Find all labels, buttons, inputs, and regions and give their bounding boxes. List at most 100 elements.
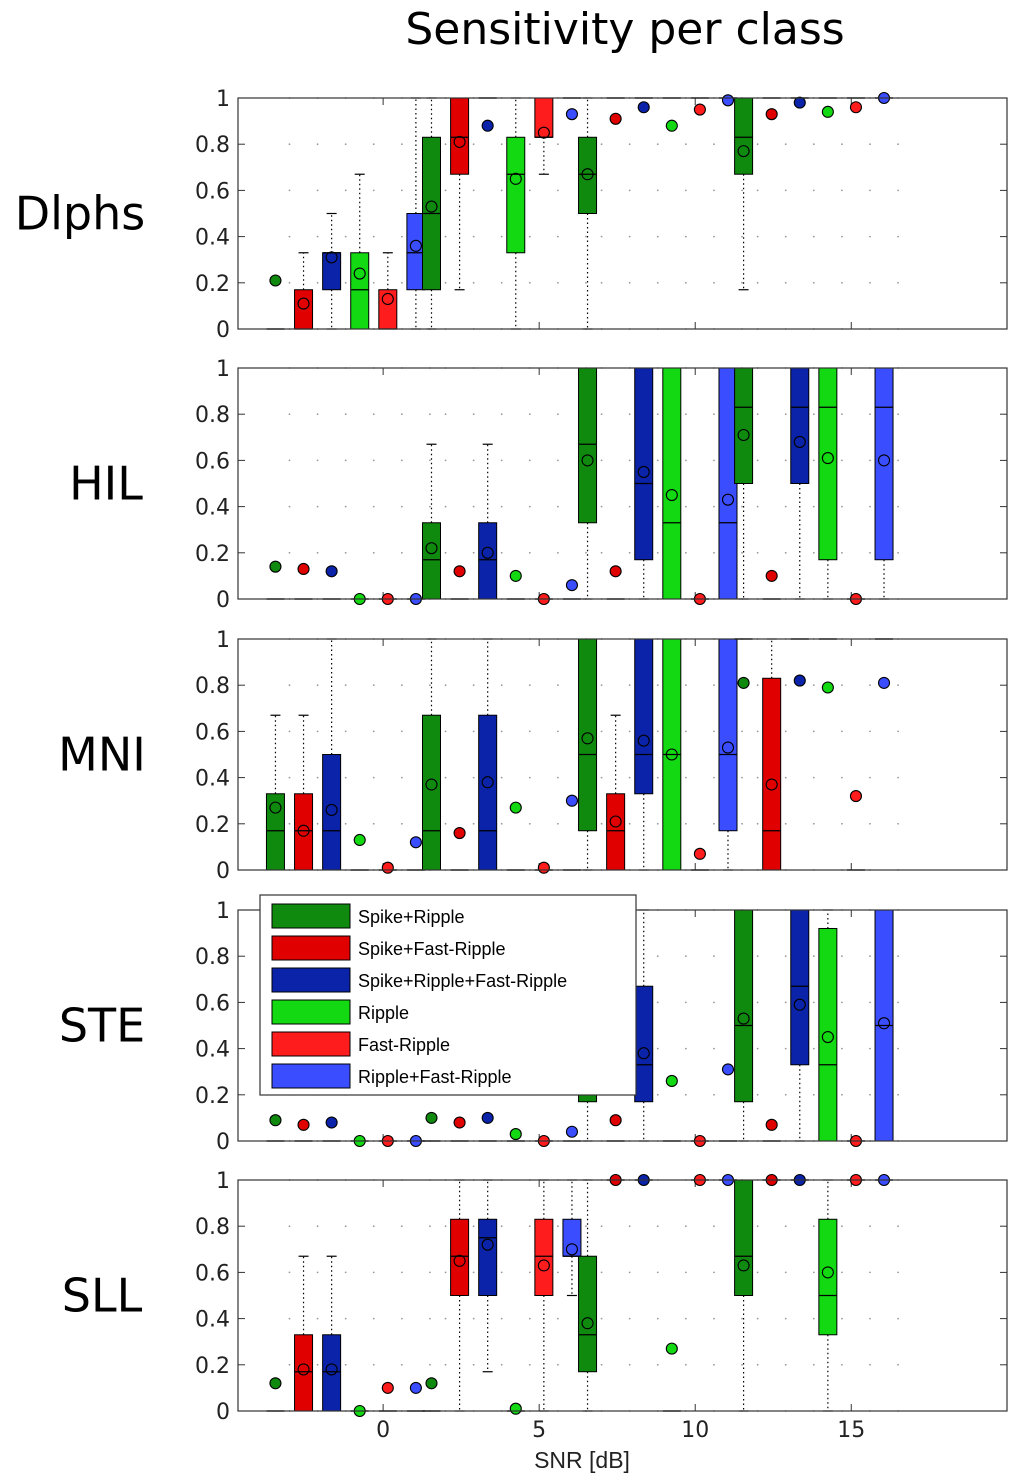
mean-marker [537,126,550,139]
grid-dot [472,413,475,416]
mean-marker [269,274,282,287]
grid-dot [444,776,447,779]
grid-dot [444,1271,447,1274]
grid-dot [444,281,447,284]
grid-dot [444,459,447,462]
grid-dot [812,1093,815,1096]
mean-marker [665,1074,678,1087]
grid-dot [528,1271,531,1274]
grid-dot [400,1271,403,1274]
box-spike-plus-ripple-plus-fast-ripple [634,909,654,1142]
mean-marker [849,790,862,803]
grid-dot [372,730,375,733]
box-iqr [478,522,498,600]
box-iqr [478,714,498,871]
grid-dot [288,776,291,779]
grid-dot [429,1271,431,1274]
grid-dot [841,1225,843,1228]
grid-dot [528,413,531,416]
box-spike-plus-ripple-plus-fast-ripple [322,212,342,330]
grid-dot [556,1271,559,1274]
y-tick-label: 1 [216,87,230,112]
mean-marker [565,1125,578,1138]
y-tick-label: 0.6 [195,1261,230,1286]
y-tick-label: 0.4 [195,1308,230,1333]
mean-marker [793,96,806,109]
grid-dot [741,730,743,733]
grid-dot [444,189,447,192]
grid-dot [869,1317,871,1320]
y-tick-label: 0.8 [195,1215,230,1240]
grid-dot [556,822,559,825]
grid-dot [628,1271,631,1274]
grid-dot [756,413,759,416]
legend-swatch [271,935,351,961]
grid-dot [784,776,787,779]
box-iqr [578,1255,598,1373]
grid-dot [400,822,403,825]
box-iqr [790,367,810,484]
grid-dot [684,459,687,462]
box-iqr [478,1218,498,1297]
grid-dot [472,189,475,192]
mean-marker [297,297,310,310]
grid-dot [500,1317,503,1320]
grid-dot [869,551,871,554]
grid-dot [869,189,871,192]
grid-dot [841,1363,843,1366]
mean-marker [453,1116,466,1129]
grid-dot [869,776,871,779]
grid-dot [841,1317,843,1320]
mean-marker [509,801,522,814]
grid-dot [444,551,447,554]
grid-dot [628,143,631,146]
grid-dot [784,1271,787,1274]
grid-dot [897,776,899,779]
grid-dot [812,730,815,733]
grid-dot [713,189,715,192]
grid-dot [500,551,503,554]
grid-dot [344,1271,347,1274]
y-tick-label: 0.2 [195,1354,230,1379]
box-iqr [818,1218,838,1336]
grid-dot [784,505,787,508]
grid-dot [656,1317,659,1320]
box-iqr [506,136,526,254]
box-iqr [874,367,894,561]
grid-dot [756,1001,759,1004]
grid-dot [656,684,659,687]
mean-marker [269,801,282,814]
mean-marker [821,1266,834,1279]
legend-label: Fast-Ripple [358,1035,450,1055]
mean-marker [793,674,806,687]
grid-dot [444,730,447,733]
grid-dot [628,281,631,284]
grid-dot [812,1317,815,1320]
grid-dot [656,1047,659,1050]
grid-dot [472,822,475,825]
grid-dot [897,1225,899,1228]
grid-dot [472,1225,475,1228]
axes-frame [237,97,1008,330]
grid-dot [713,1271,715,1274]
grid-dot [656,281,659,284]
grid-dot [869,1363,871,1366]
grid-dot [372,189,375,192]
grid-dot [897,1363,899,1366]
grid-dot [784,1317,787,1320]
grid-dot [684,143,687,146]
box-iqr [734,97,754,175]
box-ripple [506,97,526,330]
grid-dot [869,955,871,958]
grid-dot [600,189,603,192]
grid-dot [841,684,843,687]
grid-dot [429,684,431,687]
grid-dot [472,730,475,733]
grid-dot [556,1317,559,1320]
panel-hil: HIL 0 0.2 0.4 0.6 0.8 1 [69,357,1008,613]
mean-marker [481,546,494,559]
grid-dot [316,776,319,779]
mean-marker [269,1377,282,1390]
grid-dot [344,551,347,554]
grid-dot [556,189,559,192]
